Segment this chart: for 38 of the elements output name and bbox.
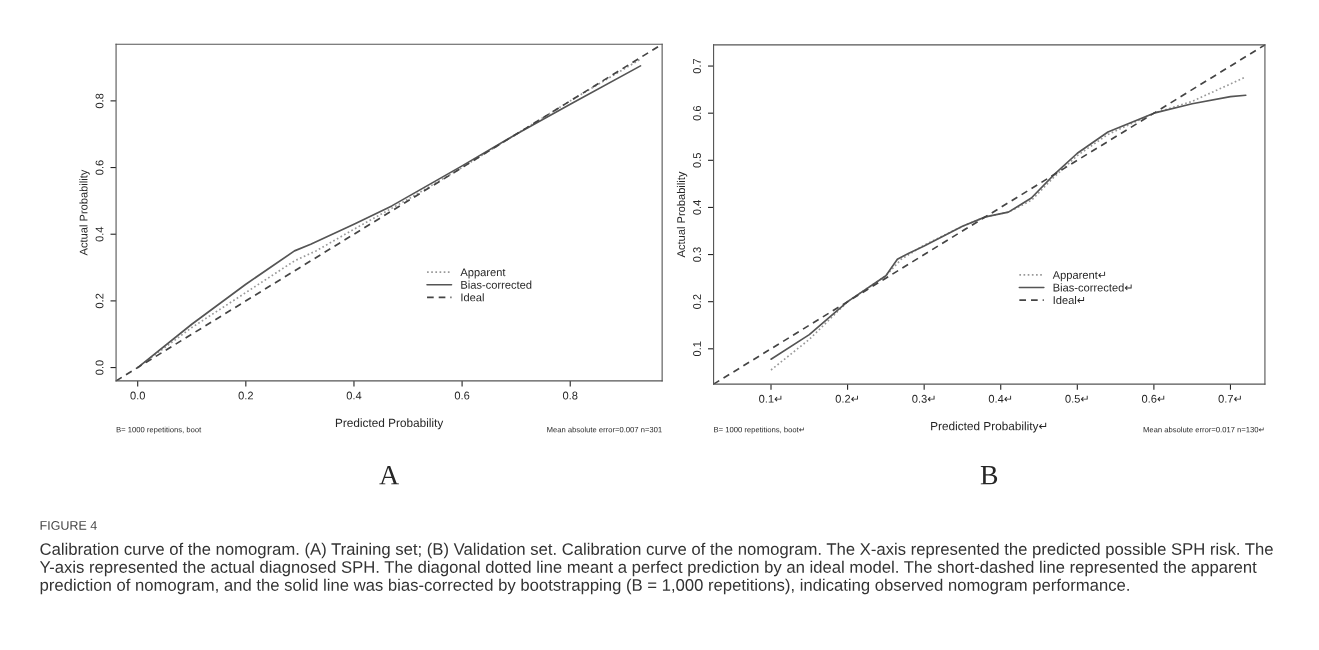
x-axis-title: Predicted Probability↵ (931, 421, 1047, 433)
x-tick-label: 0.5↵ (1065, 394, 1088, 403)
x-tick-label: 0.6 (454, 391, 470, 400)
legend-label: Bias-corrected↵ (1053, 283, 1132, 292)
y-axis-title: Actual Probability (676, 171, 688, 258)
y-tick-label: 0.0 (95, 360, 104, 375)
y-tick-label: 0.1 (693, 341, 701, 357)
y-tick-label: 0.8 (95, 93, 104, 109)
y-tick-label: 0.6 (693, 105, 701, 121)
x-tick-label: 0.1↵ (759, 394, 782, 403)
x-tick-label: 0.4 (346, 391, 362, 400)
x-tick-label: 0.4↵ (988, 394, 1012, 403)
y-axis-title: Actual Probability (79, 169, 90, 256)
legend-label: Ideal (461, 293, 484, 302)
x-tick-label: 0.2↵ (835, 394, 858, 403)
text: B (980, 466, 998, 485)
x-tick-label: 0.2 (238, 391, 253, 400)
x-tick-label: 0.8 (562, 391, 578, 400)
y-tick-label: 0.2 (95, 293, 104, 309)
x-axis-title: Predicted Probability (335, 418, 444, 430)
legend-label: Bias-corrected (461, 280, 532, 289)
x-tick-label: 0.7↵ (1218, 394, 1241, 403)
y-tick-label: 0.6 (95, 160, 104, 175)
legend-label: Ideal↵ (1053, 295, 1085, 305)
text: Calibration curve of the nomogram. (A) Training set; (B) Validation set. Calibration curve of the nomogram. The X-axis represented the predicted possible SPH risk. The Y-axis represented the actual diagnosed SPH. The diagonal dotted line meant a perfect prediction by an ideal model. The short-dashed line represented the apparent prediction of nomogram, and the solid line was bias-corrected by bootstrapping (B = 1,000 repetitions), indicating observed nomogram performance. (39, 542, 1273, 595)
x-tick-label: 0.3↵ (912, 394, 935, 403)
caption: FIGURE 4 (40, 521, 97, 530)
text: A (379, 465, 399, 485)
y-tick-label: 0.4 (95, 226, 104, 242)
x-tick-label: 0.0 (130, 391, 145, 400)
legend-label: Apparent↵ (1052, 271, 1106, 282)
legend-label: Apparent (460, 268, 506, 279)
y-tick-label: 0.2 (693, 294, 701, 309)
y-tick-label: 0.7 (693, 58, 701, 74)
x-tick-label: 0.6↵ (1141, 394, 1165, 403)
y-tick-label: 0.4 (693, 200, 701, 215)
y-tick-label: 0.3 (693, 247, 701, 262)
y-tick-label: 0.5 (693, 153, 701, 168)
